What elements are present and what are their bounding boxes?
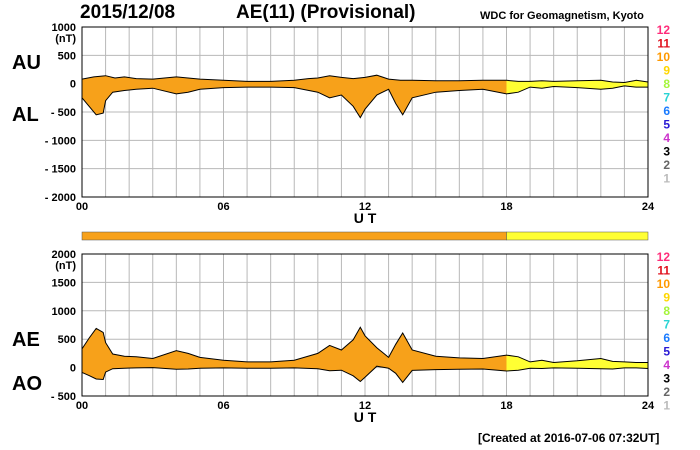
date-label: 2015/12/08 bbox=[80, 2, 176, 23]
y-tick-label: 1500 bbox=[52, 277, 76, 289]
x-tick-label: 06 bbox=[217, 400, 229, 412]
station-count-label: 12 bbox=[657, 250, 671, 264]
series-au-line bbox=[81, 74, 649, 84]
chart-title: AE(11) (Provisional) bbox=[236, 2, 416, 23]
x-tick-label: 12 bbox=[359, 201, 371, 213]
created-timestamp: [Created at 2016-07-06 07:32UT] bbox=[478, 431, 660, 445]
y-unit-label: (nT) bbox=[55, 260, 76, 272]
y-tick-label: - 500 bbox=[51, 107, 76, 119]
plot-frame bbox=[81, 253, 649, 397]
y-tick-label: 500 bbox=[58, 334, 76, 346]
station-count-label: 10 bbox=[657, 50, 671, 64]
series-ao-line bbox=[81, 365, 649, 384]
y-tick-label: 0 bbox=[70, 79, 76, 91]
x-tick-label: 00 bbox=[76, 201, 88, 213]
y-tick-label: - 1500 bbox=[45, 164, 76, 176]
station-count-label: 3 bbox=[663, 145, 670, 159]
x-tick-label: 06 bbox=[217, 201, 229, 213]
x-tick-label: 00 bbox=[76, 400, 88, 412]
au-al-panel: 1000 500 0 - 500 - 1000 - 1500 - 2000 (nT) 00 06 1… bbox=[45, 22, 655, 226]
final-data-bar bbox=[81, 231, 507, 241]
plot-frame bbox=[81, 26, 649, 198]
series-ae-line bbox=[81, 326, 648, 364]
station-count-label: 7 bbox=[663, 91, 670, 105]
x-tick-label: 24 bbox=[642, 201, 655, 213]
station-count-label: 1 bbox=[663, 399, 670, 413]
x-tick-label: 18 bbox=[500, 201, 512, 213]
station-count-label: 8 bbox=[663, 77, 670, 91]
ao-label: AO bbox=[12, 373, 42, 395]
station-count-label: 2 bbox=[663, 158, 670, 172]
station-count-label: 1 bbox=[663, 172, 670, 186]
x-axis-title: U T bbox=[354, 409, 377, 425]
station-count-label: 6 bbox=[663, 104, 670, 118]
station-count-label: 11 bbox=[657, 37, 670, 51]
realtime-data-bar bbox=[506, 231, 649, 241]
station-count-label: 11 bbox=[657, 264, 670, 278]
x-tick-label: 18 bbox=[500, 400, 512, 412]
x-tick-label: 12 bbox=[359, 400, 371, 412]
station-count-label: 12 bbox=[657, 23, 671, 37]
station-count-label: 10 bbox=[657, 277, 671, 291]
station-count-label: 8 bbox=[663, 304, 670, 318]
station-count-label: 5 bbox=[663, 118, 670, 132]
ae-label: AE bbox=[12, 329, 40, 351]
x-tick-label: 24 bbox=[642, 400, 655, 412]
y-tick-label: 1000 bbox=[52, 22, 76, 34]
station-count-label: 2 bbox=[663, 385, 670, 399]
series-al-line bbox=[81, 85, 648, 119]
y-tick-label: - 1000 bbox=[45, 135, 76, 147]
y-unit-label: (nT) bbox=[55, 33, 76, 45]
y-tick-label: 500 bbox=[58, 50, 76, 62]
station-count-label: 5 bbox=[663, 345, 670, 359]
station-count-label: 6 bbox=[663, 331, 670, 345]
x-axis-title: U T bbox=[354, 210, 377, 226]
station-count-label: 4 bbox=[663, 131, 670, 145]
y-tick-label: 2000 bbox=[52, 249, 76, 261]
ae-ao-panel: 2000 1500 1000 500 0 - 500 (nT) 00 06 12 18 24 U T bbox=[51, 249, 655, 425]
station-count-label: 3 bbox=[663, 372, 670, 386]
y-tick-label: - 500 bbox=[51, 391, 76, 403]
y-tick-label: - 2000 bbox=[45, 192, 76, 204]
station-count-label: 9 bbox=[663, 291, 670, 305]
source-label: WDC for Geomagnetism, Kyoto bbox=[480, 10, 644, 22]
station-count-label: 7 bbox=[663, 318, 670, 332]
station-count-label: 4 bbox=[663, 358, 670, 372]
al-label: AL bbox=[12, 104, 39, 126]
final-data-area bbox=[82, 75, 507, 118]
realtime-data-area bbox=[506, 355, 648, 371]
y-tick-label: 1000 bbox=[52, 306, 76, 318]
station-count-label: 9 bbox=[663, 64, 670, 78]
y-tick-label: 0 bbox=[70, 363, 76, 375]
au-label: AU bbox=[12, 52, 41, 74]
